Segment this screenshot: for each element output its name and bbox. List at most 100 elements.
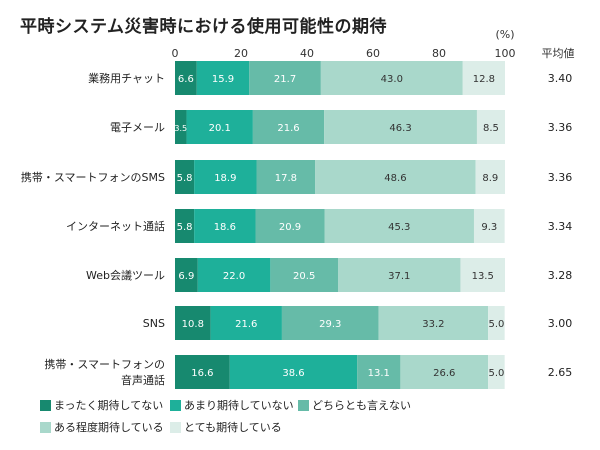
bar-segment bbox=[249, 61, 321, 95]
x-tick-label: 0 bbox=[172, 47, 179, 60]
data-label: 13.1 bbox=[368, 368, 390, 379]
x-tick-label: 40 bbox=[300, 47, 314, 60]
chart-title: 平時システム災害時における使用可能性の期待 bbox=[20, 17, 387, 37]
data-label: 48.6 bbox=[384, 173, 406, 184]
bar-segment bbox=[175, 160, 195, 194]
data-label: 13.5 bbox=[472, 271, 494, 282]
data-label: 21.7 bbox=[274, 74, 296, 85]
legend-item: まったく期待してない bbox=[40, 397, 163, 413]
bar-segment bbox=[175, 258, 198, 292]
average-value: 3.36 bbox=[548, 171, 573, 184]
data-label: 46.3 bbox=[389, 123, 411, 134]
bar-segment bbox=[324, 110, 477, 144]
bar-segment bbox=[476, 110, 505, 144]
data-label: 12.8 bbox=[473, 74, 495, 85]
bar-segment bbox=[488, 355, 505, 389]
data-label: 20.5 bbox=[293, 271, 315, 282]
bar-segment bbox=[186, 110, 253, 144]
x-tick-label: 60 bbox=[366, 47, 380, 60]
bar-segment bbox=[175, 61, 197, 95]
bar-segment bbox=[357, 355, 401, 389]
bar-segment bbox=[338, 258, 461, 292]
average-value: 3.36 bbox=[548, 121, 573, 134]
data-label: 6.9 bbox=[178, 271, 194, 282]
data-label: 17.8 bbox=[275, 173, 297, 184]
data-label: 21.6 bbox=[277, 123, 299, 134]
category-label: SNS bbox=[143, 317, 165, 330]
data-label: 10.8 bbox=[182, 319, 204, 330]
unit-label: (%) bbox=[495, 28, 514, 41]
data-label: 3.5 bbox=[174, 124, 187, 133]
average-value: 3.34 bbox=[548, 220, 573, 233]
data-label: 5.0 bbox=[488, 319, 504, 330]
data-label: 15.9 bbox=[212, 74, 234, 85]
data-label: 20.9 bbox=[279, 222, 301, 233]
legend-label: とても期待している bbox=[184, 421, 282, 434]
bar-segment bbox=[175, 110, 187, 144]
data-label: 33.2 bbox=[422, 319, 444, 330]
category-label: 音声通話 bbox=[121, 373, 165, 387]
legend-swatch bbox=[40, 399, 51, 411]
data-label: 43.0 bbox=[381, 74, 403, 85]
data-label: 38.6 bbox=[282, 368, 304, 379]
bar-segment bbox=[194, 160, 257, 194]
legend-swatch bbox=[170, 421, 181, 433]
data-label: 5.8 bbox=[177, 173, 193, 184]
data-label: 18.6 bbox=[214, 222, 236, 233]
data-label: 8.5 bbox=[483, 123, 499, 134]
bar-segment bbox=[324, 209, 474, 243]
bar-segment bbox=[196, 61, 250, 95]
x-tick-label: 20 bbox=[234, 47, 248, 60]
legend-item: とても期待している bbox=[170, 419, 282, 435]
bar-segment bbox=[256, 160, 316, 194]
bar-segment bbox=[175, 306, 211, 340]
average-value: 3.00 bbox=[548, 317, 573, 330]
legend-item: あまり期待していない bbox=[170, 397, 294, 413]
data-label: 5.0 bbox=[488, 368, 504, 379]
bar-segment bbox=[460, 258, 505, 292]
bar-segment bbox=[488, 306, 505, 340]
bar-segment bbox=[194, 209, 256, 243]
data-label: 6.6 bbox=[178, 74, 194, 85]
legend-label: まったく期待してない bbox=[54, 399, 164, 412]
bar-segment bbox=[270, 258, 339, 292]
data-label: 8.9 bbox=[482, 173, 498, 184]
category-label: 携帯・スマートフォンのSMS bbox=[21, 170, 165, 184]
bar-segment bbox=[475, 160, 505, 194]
bar-segment bbox=[252, 110, 325, 144]
bar-segment bbox=[210, 306, 282, 340]
bar-segment bbox=[315, 160, 476, 194]
data-label: 22.0 bbox=[223, 271, 245, 282]
legend-swatch bbox=[298, 399, 309, 411]
bar-segment bbox=[175, 355, 230, 389]
legend-label: あまり期待していない bbox=[184, 399, 294, 412]
legend-label: ある程度期待している bbox=[54, 421, 164, 434]
bar-segment bbox=[281, 306, 379, 340]
legend-item: ある程度期待している bbox=[40, 419, 164, 435]
x-tick-label: 80 bbox=[432, 47, 446, 60]
data-label: 29.3 bbox=[319, 319, 341, 330]
category-label: 電子メール bbox=[110, 121, 165, 134]
bar-segment bbox=[473, 209, 505, 243]
bar-segment bbox=[229, 355, 358, 389]
bar-segment bbox=[400, 355, 489, 389]
legend-label: どちらとも言えない bbox=[312, 399, 411, 412]
bar-segment bbox=[462, 61, 505, 95]
bar-segment bbox=[197, 258, 271, 292]
legend-item: どちらとも言えない bbox=[298, 397, 411, 413]
data-label: 26.6 bbox=[433, 368, 455, 379]
data-label: 18.9 bbox=[214, 173, 236, 184]
bar-segment bbox=[378, 306, 489, 340]
data-label: 5.8 bbox=[177, 222, 193, 233]
category-label: インターネット通話 bbox=[66, 219, 165, 233]
bar-segment bbox=[255, 209, 325, 243]
data-label: 9.3 bbox=[481, 222, 497, 233]
x-tick-label: 100 bbox=[495, 47, 516, 60]
legend-swatch bbox=[170, 399, 181, 411]
data-label: 21.6 bbox=[235, 319, 257, 330]
average-value: 3.28 bbox=[548, 269, 573, 282]
data-label: 37.1 bbox=[388, 271, 410, 282]
bar-segment bbox=[320, 61, 463, 95]
